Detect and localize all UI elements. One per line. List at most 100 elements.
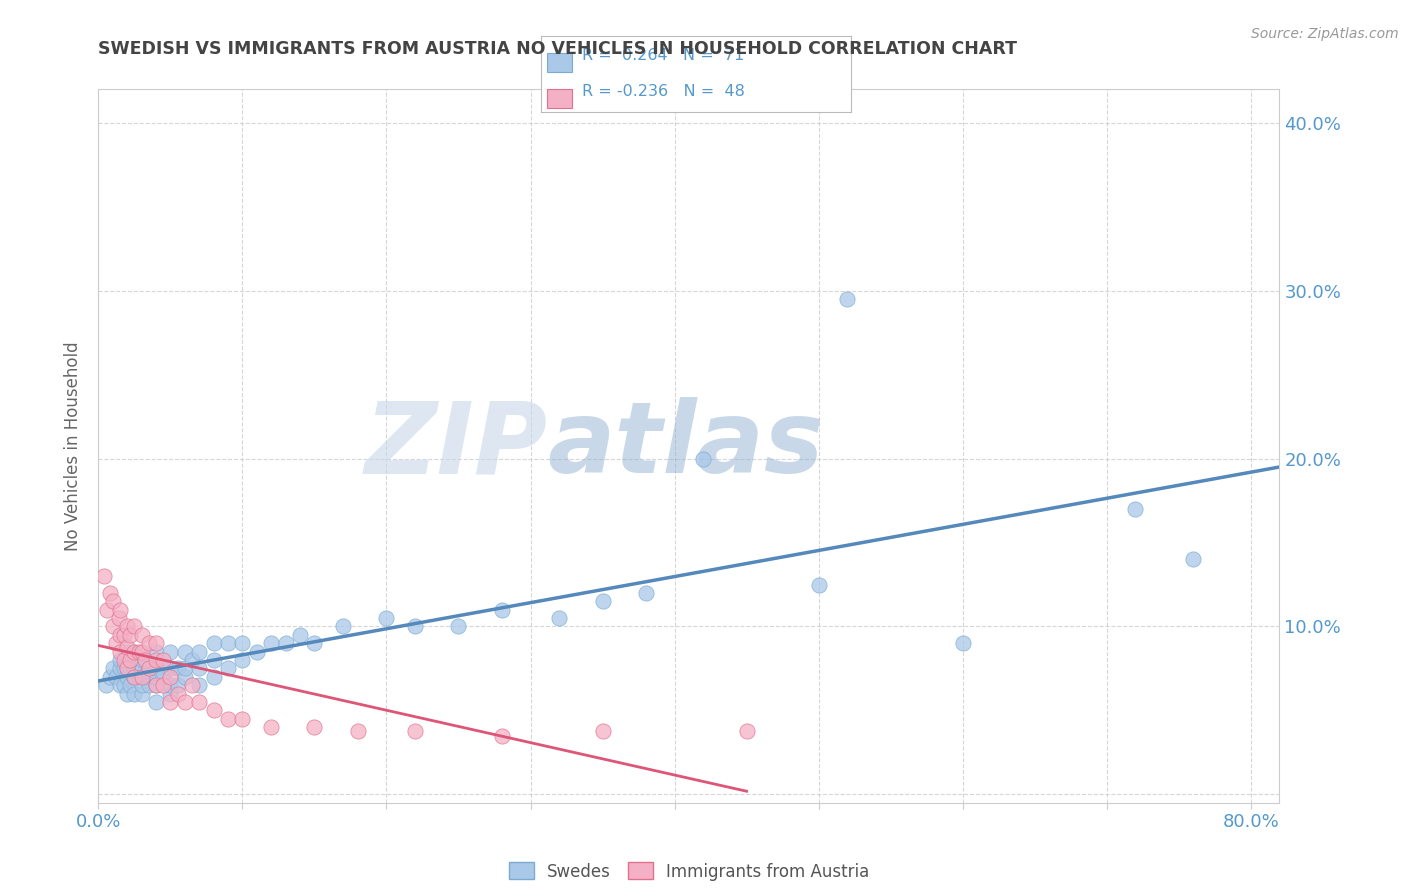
- Point: [159, 645, 181, 659]
- Point: [952, 636, 974, 650]
- Point: [304, 636, 326, 650]
- Point: [101, 619, 124, 633]
- Point: [692, 451, 714, 466]
- Point: [138, 661, 160, 675]
- Point: [104, 670, 127, 684]
- Point: [145, 678, 167, 692]
- Point: [202, 703, 225, 717]
- Point: [145, 695, 167, 709]
- Point: [108, 653, 131, 667]
- Point: [807, 577, 830, 591]
- Point: [112, 653, 135, 667]
- Point: [634, 586, 657, 600]
- Point: [159, 678, 181, 692]
- Point: [131, 653, 153, 667]
- Point: [112, 678, 135, 692]
- Point: [138, 661, 160, 675]
- Point: [346, 723, 368, 738]
- Point: [288, 628, 311, 642]
- Point: [152, 653, 174, 667]
- Point: [145, 678, 167, 692]
- Point: [332, 619, 354, 633]
- Point: [145, 661, 167, 675]
- Point: [131, 661, 153, 675]
- Point: [115, 661, 138, 675]
- Point: [188, 661, 211, 675]
- Point: [112, 628, 135, 642]
- Point: [120, 678, 142, 692]
- Text: Source: ZipAtlas.com: Source: ZipAtlas.com: [1251, 27, 1399, 41]
- Point: [115, 687, 138, 701]
- Point: [217, 661, 239, 675]
- Point: [115, 619, 138, 633]
- Point: [491, 729, 513, 743]
- Point: [115, 645, 138, 659]
- Point: [202, 653, 225, 667]
- Point: [108, 603, 131, 617]
- Point: [138, 678, 160, 692]
- Point: [134, 653, 156, 667]
- Point: [124, 645, 146, 659]
- Point: [152, 670, 174, 684]
- Point: [124, 645, 146, 659]
- Point: [145, 645, 167, 659]
- Point: [104, 636, 127, 650]
- Point: [124, 661, 146, 675]
- Point: [181, 678, 204, 692]
- Text: SWEDISH VS IMMIGRANTS FROM AUSTRIA NO VEHICLES IN HOUSEHOLD CORRELATION CHART: SWEDISH VS IMMIGRANTS FROM AUSTRIA NO VE…: [98, 40, 1018, 58]
- Text: R = -0.236   N =  48: R = -0.236 N = 48: [582, 84, 744, 98]
- Point: [592, 594, 614, 608]
- Point: [124, 670, 146, 684]
- Point: [124, 687, 146, 701]
- Point: [108, 661, 131, 675]
- Point: [159, 695, 181, 709]
- Point: [138, 636, 160, 650]
- Point: [166, 687, 188, 701]
- Point: [231, 712, 253, 726]
- Point: [124, 670, 146, 684]
- Point: [108, 628, 131, 642]
- Point: [128, 645, 150, 659]
- Point: [159, 670, 181, 684]
- Point: [173, 670, 195, 684]
- Point: [145, 670, 167, 684]
- Point: [491, 603, 513, 617]
- Point: [231, 636, 253, 650]
- Point: [131, 687, 153, 701]
- Point: [260, 720, 283, 734]
- Point: [188, 678, 211, 692]
- Point: [145, 636, 167, 650]
- Point: [166, 661, 188, 675]
- Point: [202, 636, 225, 650]
- Point: [108, 645, 131, 659]
- Point: [131, 645, 153, 659]
- Point: [94, 678, 117, 692]
- Point: [112, 661, 135, 675]
- Legend: Swedes, Immigrants from Austria: Swedes, Immigrants from Austria: [502, 855, 876, 888]
- Point: [93, 569, 115, 583]
- Point: [735, 723, 758, 738]
- Point: [124, 619, 146, 633]
- Point: [96, 603, 118, 617]
- Point: [145, 653, 167, 667]
- Point: [304, 720, 326, 734]
- Point: [188, 645, 211, 659]
- Point: [115, 661, 138, 675]
- Point: [101, 594, 124, 608]
- Point: [1125, 502, 1147, 516]
- Bar: [547, 54, 572, 72]
- Point: [1182, 552, 1205, 566]
- Point: [152, 678, 174, 692]
- Point: [159, 661, 181, 675]
- Point: [115, 640, 138, 654]
- Point: [173, 661, 195, 675]
- Point: [260, 636, 283, 650]
- Point: [375, 611, 398, 625]
- Point: [217, 712, 239, 726]
- Text: R =  0.264   N =  71: R = 0.264 N = 71: [582, 48, 744, 63]
- Point: [173, 695, 195, 709]
- Point: [173, 645, 195, 659]
- Point: [131, 678, 153, 692]
- Point: [404, 723, 426, 738]
- Point: [592, 723, 614, 738]
